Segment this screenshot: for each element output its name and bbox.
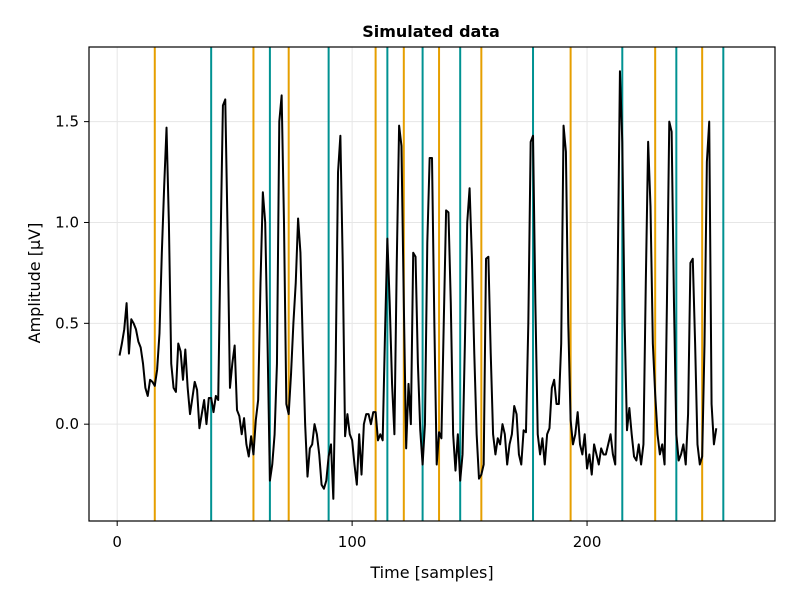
x-tick-label: 100 [338, 533, 367, 551]
event-markers [153, 47, 725, 521]
y-tick-label: 1.5 [55, 113, 79, 131]
signal-line [118, 70, 718, 500]
x-tick-label: 200 [573, 533, 602, 551]
y-tick-label: 0.5 [55, 314, 79, 332]
y-tick-label: 1.0 [55, 213, 79, 231]
x-axis-label: Time [samples] [369, 563, 493, 582]
plot-frame [88, 46, 776, 522]
chart-title: Simulated data [362, 22, 500, 41]
series-group [118, 70, 718, 500]
x-tick-label: 0 [112, 533, 122, 551]
ticks: 0 100 200 0.0 0.5 1.0 1.5 [55, 113, 601, 551]
y-tick-label: 0.0 [55, 415, 79, 433]
y-axis-label: Amplitude [μV] [25, 223, 44, 344]
